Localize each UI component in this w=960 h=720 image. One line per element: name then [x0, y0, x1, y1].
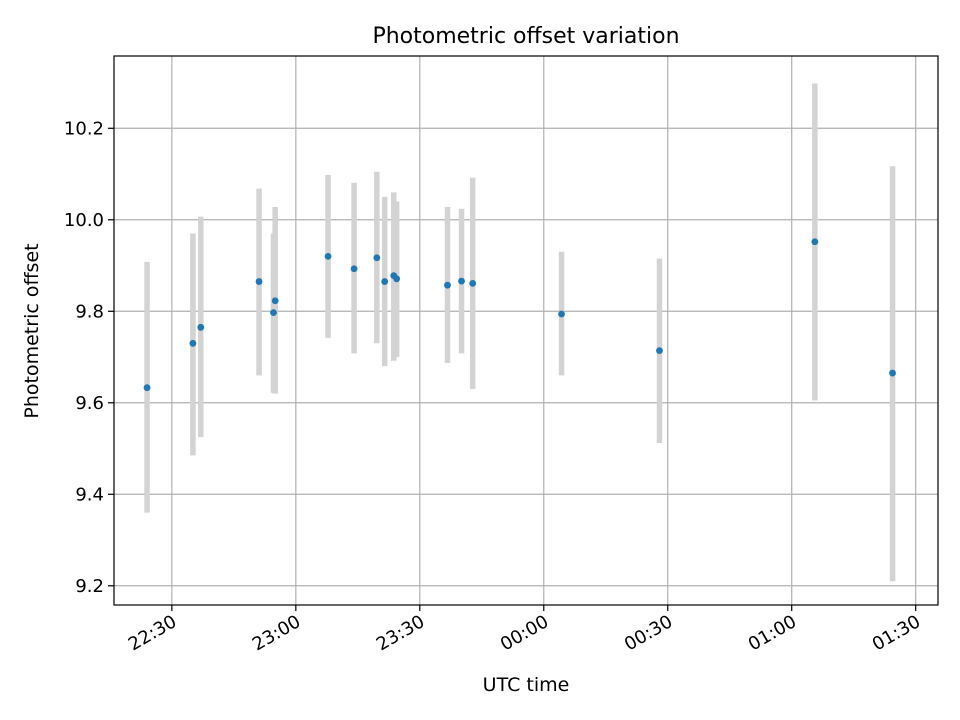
- data-point: [373, 254, 381, 262]
- y-axis-ticks: 9.2 9.4 9.6 9.8 10.0 10.2: [64, 118, 114, 597]
- data-point: [381, 278, 389, 285]
- data-point: [324, 252, 332, 260]
- chart-title: Photometric offset variation: [372, 24, 679, 49]
- plot-frame: [113, 55, 939, 606]
- data-point: [197, 323, 205, 331]
- grid: [114, 56, 938, 605]
- y-tick-label: 10.0: [64, 210, 104, 231]
- x-axis-label: UTC time: [483, 674, 570, 696]
- data-point: [656, 347, 663, 355]
- y-tick-label: 9.6: [75, 393, 104, 414]
- data-point: [271, 297, 279, 305]
- y-tick-label: 10.2: [64, 118, 104, 139]
- data-point: [811, 238, 819, 246]
- data-point: [458, 277, 465, 285]
- data-point: [558, 310, 565, 318]
- y-tick-label: 9.2: [75, 576, 104, 597]
- data-point: [444, 281, 451, 289]
- y-axis-label: Photometric offset: [21, 243, 43, 418]
- y-tick-label: 9.4: [75, 484, 104, 505]
- data-point: [350, 265, 358, 273]
- data-point: [255, 278, 263, 285]
- data-point: [469, 279, 477, 287]
- y-tick-label: 9.8: [75, 301, 104, 322]
- data-point: [189, 339, 197, 347]
- data-points: [143, 238, 896, 392]
- data-point: [889, 369, 896, 377]
- data-point: [393, 275, 401, 283]
- data-point: [270, 309, 277, 317]
- data-point: [143, 384, 151, 392]
